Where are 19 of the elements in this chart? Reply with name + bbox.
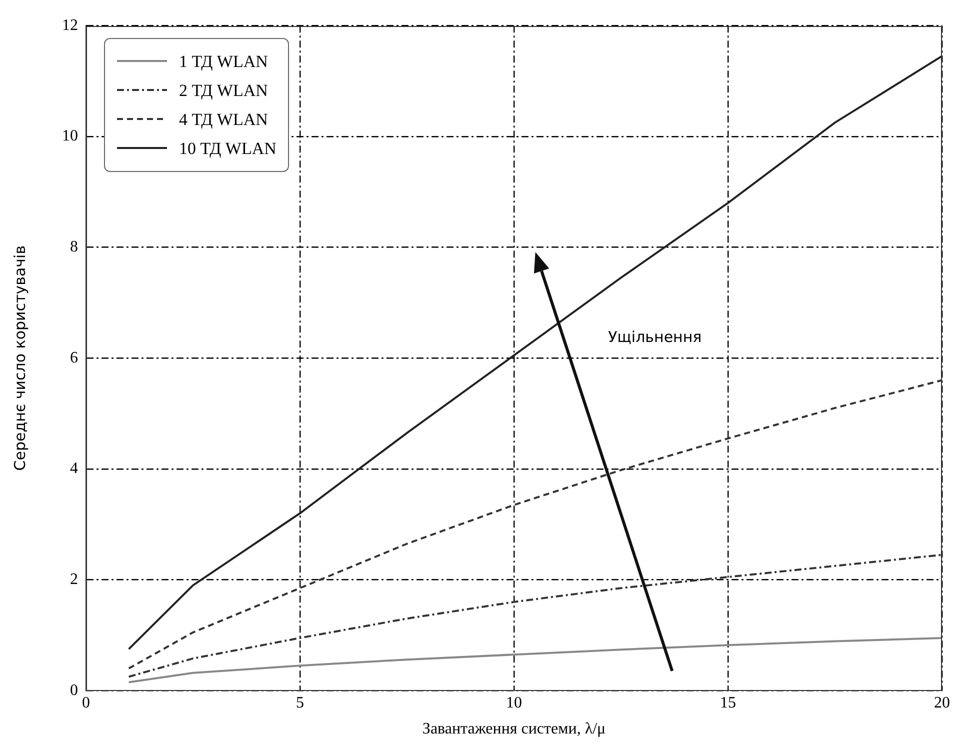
legend-label: 1 ТД WLAN: [179, 50, 268, 73]
y-tick-label: 2: [70, 570, 78, 588]
x-tick-label: 20: [934, 694, 950, 712]
y-axis-title: Середнє число користувачів: [10, 245, 29, 471]
y-tick-label: 6: [70, 349, 78, 366]
y-tick-label: 4: [70, 460, 78, 478]
x-tick-label: 0: [82, 694, 90, 712]
y-tick-label: 8: [70, 238, 78, 256]
x-tick-label: 5: [296, 694, 304, 712]
x-axis-title: Завантаження системи, λ/μ: [422, 720, 606, 738]
annotation: Ущільнення: [608, 328, 702, 346]
x-tick-label: 15: [720, 694, 736, 712]
legend-label: 2 ТД WLAN: [179, 80, 268, 102]
legend-label: 4 ТД WLAN: [179, 108, 268, 131]
y-tick-label: 12: [62, 16, 78, 34]
y-tick-label: 0: [70, 682, 78, 699]
x-tick-label: 10: [506, 694, 522, 712]
y-tick-label: 10: [62, 128, 78, 145]
legend-label: 10 ТД WLAN: [179, 138, 276, 160]
